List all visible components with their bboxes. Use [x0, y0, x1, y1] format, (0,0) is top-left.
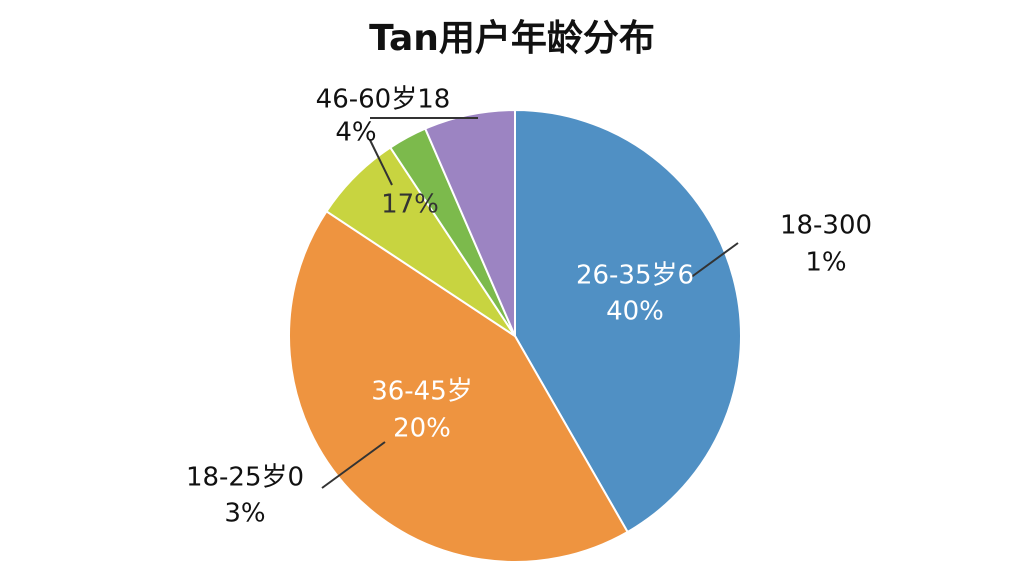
pie-slice	[423, 108, 516, 337]
leader-line	[369, 139, 393, 186]
leader-line	[689, 242, 739, 279]
slice-label: 1%	[805, 248, 846, 278]
slice-label: 3%	[224, 499, 265, 529]
slice-label: 26-35岁6	[576, 261, 694, 291]
slice-label: 46-60岁18	[316, 85, 451, 115]
slice-label: 36-45岁	[371, 377, 473, 407]
chart-title: Tan用户年龄分布	[369, 18, 655, 59]
slice-label: 20%	[393, 414, 451, 444]
slice-label: 4%	[335, 118, 376, 148]
pie-slice	[288, 209, 629, 563]
slice-label: 18-25岁0	[186, 463, 304, 493]
slice-label: 17%	[381, 190, 439, 220]
leader-line	[321, 441, 386, 489]
slice-label: 18-300	[780, 211, 872, 241]
pie-slice	[514, 108, 742, 534]
slice-label: 40%	[606, 297, 664, 327]
